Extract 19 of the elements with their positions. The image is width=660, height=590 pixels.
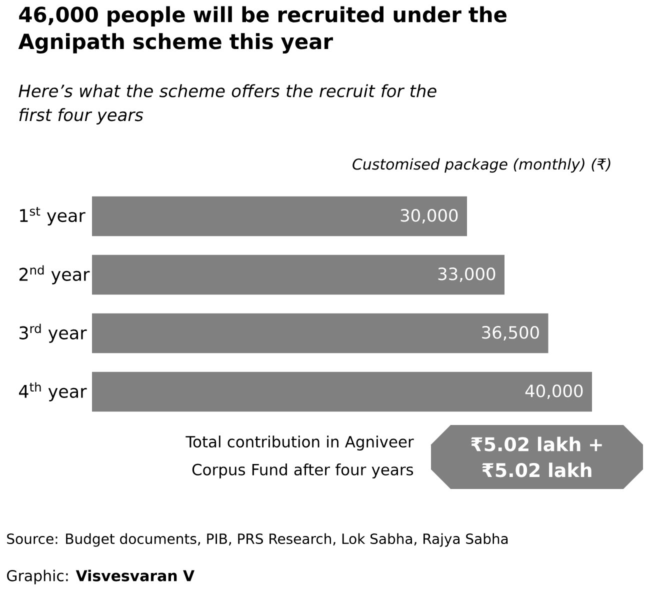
bar: [92, 313, 548, 354]
chart-title: 46,000 people will be recruited under the Agnipath scheme this year: [18, 6, 506, 54]
bar: [92, 254, 505, 295]
text: Total contribution in Agniveer Corpus Fund after four years: [186, 436, 414, 478]
data-label: 36,500: [482, 326, 539, 341]
data-label: 30,000: [400, 208, 458, 224]
data-label: 40,000: [525, 384, 583, 400]
y-tick-label: 4$^{th}$ year: [19, 382, 87, 402]
text: ₹5.02 lakh + ₹5.02 lakh: [471, 436, 602, 478]
y-tick-label: 2$^{nd}$ year: [19, 265, 90, 284]
y-tick-label: 1$^{st}$ year: [20, 207, 86, 226]
text: Graphic: Visvesvaran V: [7, 570, 194, 584]
y-tick-label: 3$^{rd}$ year: [20, 324, 87, 343]
bar: [92, 196, 468, 236]
x-axis-title: Customised package (monthly) (₹): [352, 158, 610, 173]
chart-subtitle: Here’s what the scheme offers the recruit for the first four years: [18, 84, 436, 124]
bar: [92, 372, 592, 412]
source-note: Source: Budget documents, PIB, PRS Research, Lok Sabha, Rajya Sabha: [7, 533, 508, 547]
data-label: 33,000: [438, 267, 496, 282]
